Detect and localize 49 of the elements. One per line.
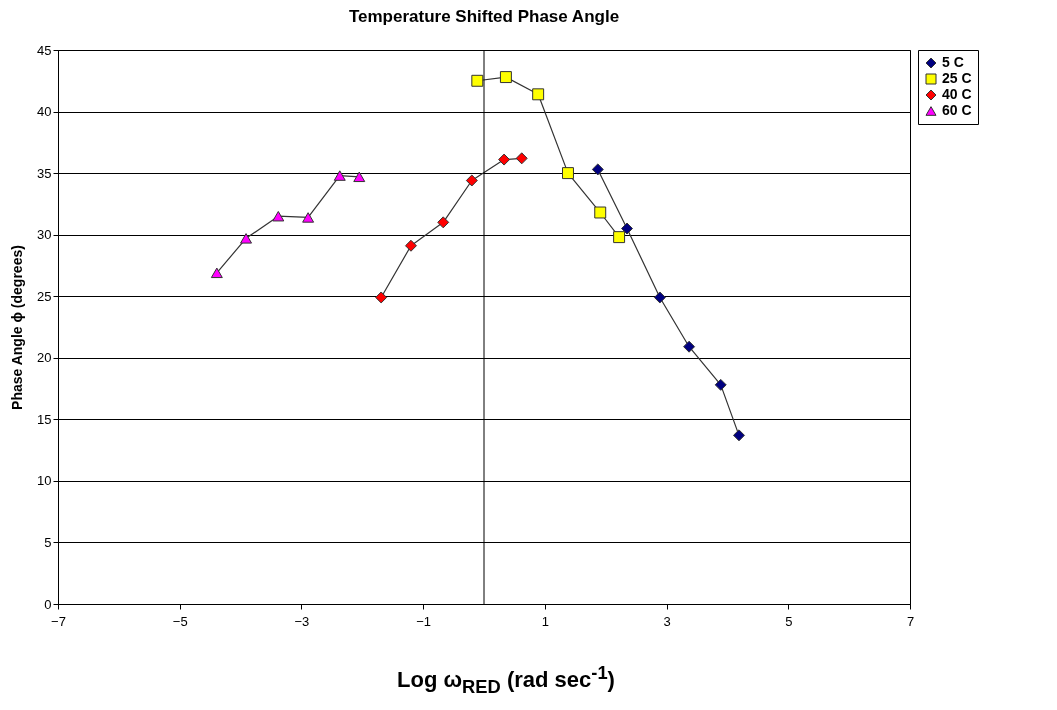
legend-label: 25 C: [942, 70, 972, 86]
point: [714, 378, 727, 391]
point: [515, 152, 528, 165]
point: [498, 153, 511, 166]
point: [302, 212, 315, 223]
point: [591, 163, 604, 176]
y-tick-label: 5: [44, 534, 52, 550]
point: [210, 267, 223, 279]
y-tick-label: 45: [37, 42, 52, 58]
x-tick-label: 3: [663, 613, 671, 629]
point: [353, 171, 366, 183]
x-axis-title: Log ω$_{RED}$ (rad sec$^{-1}$): [396, 662, 616, 698]
y-tick-label: 20: [37, 350, 52, 366]
y-axis-title: Phase Angle ϕ (degrees): [9, 245, 26, 410]
legend-label: 60 C: [942, 102, 972, 118]
x-tick-label: 7: [906, 613, 915, 629]
point: [471, 74, 484, 87]
x-tick-label: −7: [51, 613, 66, 629]
point: [653, 291, 666, 304]
y-tick-label: 10: [37, 473, 52, 489]
x-tick-label: −3: [294, 613, 310, 629]
point: [562, 167, 574, 180]
point: [375, 291, 388, 304]
x-tick-label: −5: [172, 613, 188, 629]
point: [613, 231, 626, 244]
chart-title: Temperature Shifted Phase Angle: [348, 7, 620, 26]
point: [404, 239, 417, 252]
point: [621, 222, 633, 235]
point: [733, 429, 745, 442]
point: [437, 216, 450, 229]
y-tick-label: 30: [37, 227, 52, 243]
point: [532, 88, 545, 101]
point: [333, 170, 346, 181]
point: [240, 233, 253, 244]
point: [465, 174, 478, 187]
x-tick-label: 1: [541, 613, 549, 629]
point: [683, 340, 696, 353]
y-tick-label: 35: [37, 165, 52, 181]
x-tick-label: 5: [785, 613, 793, 629]
point: [594, 206, 607, 219]
y-tick-label: 25: [37, 288, 52, 304]
point: [272, 210, 285, 222]
legend-label: 40 C: [942, 86, 972, 102]
point: [499, 71, 512, 84]
y-tick-label: 0: [44, 596, 52, 612]
y-tick-label: 15: [37, 411, 52, 427]
x-tick-label: −1: [416, 613, 432, 629]
y-tick-label: 40: [37, 104, 52, 120]
legend-label: 5 C: [942, 54, 964, 70]
